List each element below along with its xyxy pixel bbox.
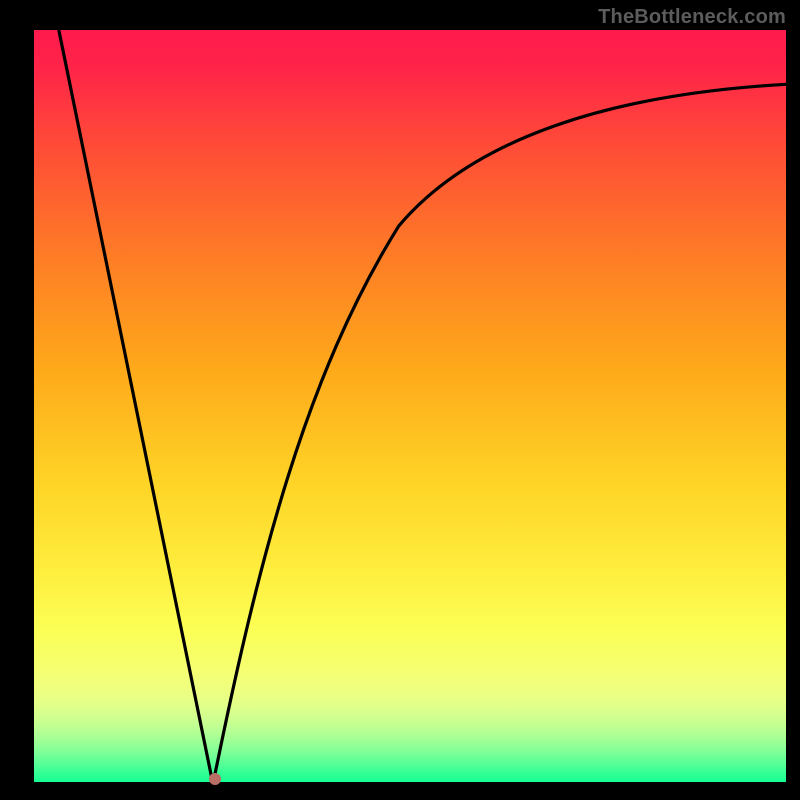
plot-area (34, 30, 786, 784)
bottleneck-curve (34, 30, 786, 784)
optimum-marker (209, 773, 221, 785)
curve-path (59, 30, 786, 784)
watermark-text: TheBottleneck.com (598, 6, 786, 29)
chart-outer-frame: TheBottleneck.com (0, 0, 800, 800)
